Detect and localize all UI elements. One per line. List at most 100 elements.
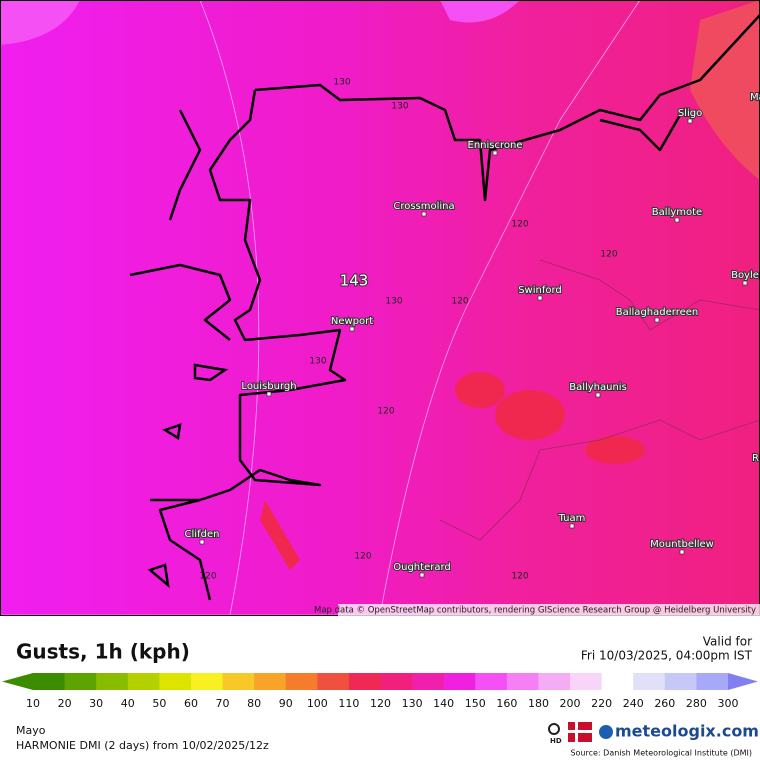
scale-swatch (348, 673, 381, 690)
valid-label: Valid for (703, 635, 752, 649)
hd-label[interactable]: HD (550, 737, 562, 745)
scale-swatch (696, 673, 729, 690)
scale-label: 110 (338, 697, 359, 710)
scale-swatch (190, 673, 224, 690)
scale-swatch (64, 673, 97, 690)
wind-area (455, 372, 505, 408)
scale-arrow (728, 673, 758, 690)
scale-label: 120 (370, 697, 391, 710)
border (539, 259, 760, 331)
contour-label: 130 (385, 297, 402, 307)
scale-label: 280 (686, 697, 707, 710)
town-label: Newport (331, 316, 373, 327)
town-marker (569, 523, 575, 529)
town-label: Enniscrone (468, 140, 523, 151)
town-label: R (752, 453, 759, 464)
town-label: Oughterard (393, 562, 451, 573)
max-label: 143 (340, 272, 369, 290)
town-marker (679, 549, 685, 555)
coastline (129, 14, 760, 601)
scale-label: 140 (433, 697, 454, 710)
scale-label: 10 (26, 697, 40, 710)
scale-label: 300 (718, 697, 739, 710)
scale-label: 240 (623, 697, 644, 710)
scale-swatch (570, 673, 603, 690)
scale-label: 160 (496, 697, 517, 710)
town-label: Louisburgh (241, 381, 296, 392)
brand[interactable]: meteologix.com (615, 722, 759, 741)
wind-area (495, 390, 565, 440)
brand-logo (599, 725, 613, 739)
legend-title: Gusts, 1h (kph) (16, 640, 190, 664)
town-label: Ballaghaderreen (616, 307, 698, 318)
scale-label: 200 (560, 697, 581, 710)
town-marker (654, 317, 660, 323)
town-label: Tuam (558, 513, 586, 524)
scale-swatch (633, 673, 666, 690)
scale-swatch (317, 673, 350, 690)
scale-swatch (33, 673, 66, 690)
scale-arrow (2, 673, 33, 690)
scale-swatch (96, 673, 129, 690)
scale-label: 30 (89, 697, 103, 710)
contour-label: 120 (377, 407, 394, 417)
scale-label: 220 (591, 697, 612, 710)
scale-label: 90 (279, 697, 293, 710)
attribution-bg (338, 604, 760, 616)
town-marker (674, 217, 680, 223)
region: Mayo (16, 724, 46, 737)
town-label: Sligo (678, 108, 702, 119)
scale-swatch (664, 673, 697, 690)
town-marker (266, 391, 272, 397)
contour-label: 130 (391, 102, 408, 112)
scale-label: 180 (528, 697, 549, 710)
scale-swatch (222, 673, 255, 690)
scale-swatch (159, 673, 192, 690)
town-label: Boyle (731, 270, 759, 281)
wind-area (440, 0, 520, 23)
town-marker (492, 150, 498, 156)
scale-label: 150 (465, 697, 486, 710)
scale-swatch (412, 673, 445, 690)
scale-label: 80 (247, 697, 261, 710)
town-marker (199, 539, 205, 545)
scale-swatch (538, 673, 571, 690)
town-label: Ma (750, 92, 760, 103)
wind-area (0, 0, 80, 45)
source: Source: Danish Meteorological Institute … (570, 749, 752, 758)
contour-label: 120 (600, 250, 617, 260)
town-marker (537, 295, 543, 301)
town-marker (687, 118, 693, 124)
contour-label: 130 (333, 78, 350, 88)
contour-label: 120 (511, 572, 528, 582)
scale-label: 100 (307, 697, 328, 710)
scale-swatch (443, 673, 476, 690)
town-label: Ballymote (652, 207, 702, 218)
contour (379, 0, 641, 616)
scale-swatch (254, 673, 287, 690)
town-marker (349, 326, 355, 332)
town-label: Ballyhaunis (569, 382, 627, 393)
scale-label: 260 (654, 697, 675, 710)
contour (0, 0, 760, 616)
model: HARMONIE DMI (2 days) from 10/02/2025/12… (16, 739, 269, 752)
valid-time: Fri 10/03/2025, 04:00pm IST (581, 649, 753, 663)
scale-label: 50 (152, 697, 166, 710)
scale-label: 40 (121, 697, 135, 710)
scale-swatch (475, 673, 508, 690)
scale-label: 20 (58, 697, 72, 710)
contour-label: 120 (354, 552, 371, 562)
contour-label: 120 (199, 572, 216, 582)
attribution: Map data © OpenStreetMap contributors, r… (314, 606, 756, 616)
wind-area (585, 436, 645, 464)
scale-label: 70 (216, 697, 230, 710)
town-marker (595, 392, 601, 398)
map-background (0, 0, 760, 615)
search-icon[interactable] (548, 723, 560, 735)
town-marker (421, 211, 427, 217)
scale-swatch (601, 673, 634, 690)
island (147, 363, 229, 589)
town-label: Mountbellew (650, 539, 714, 550)
